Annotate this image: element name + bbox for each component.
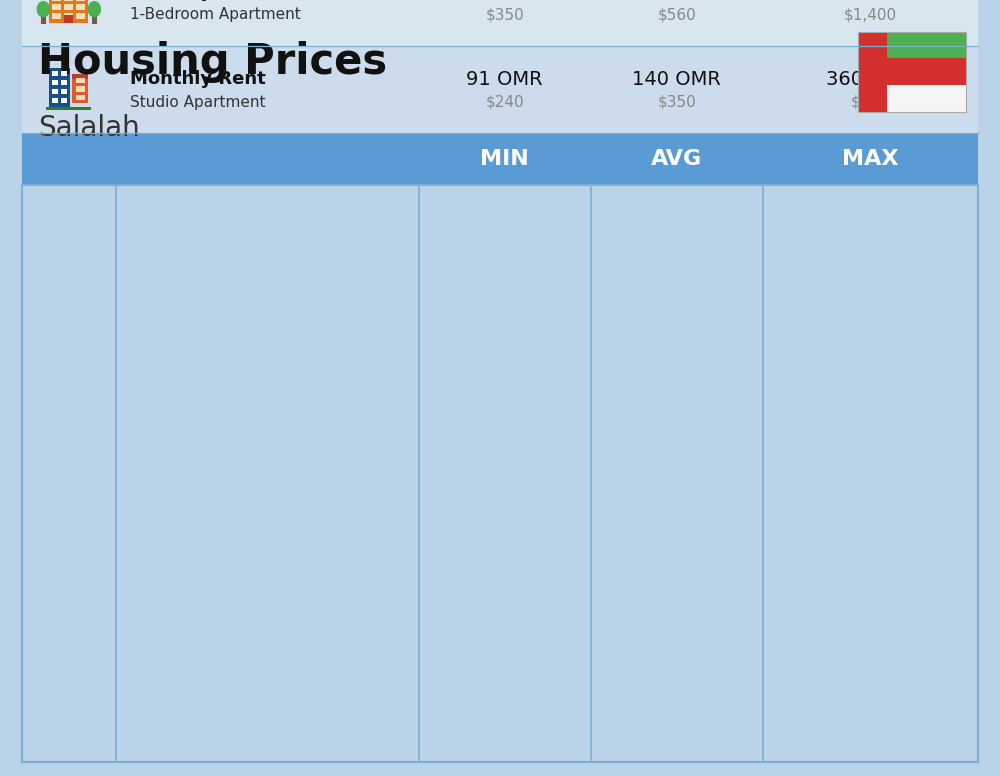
Bar (76, 0, 85, 1)
Bar (46, 107, 91, 110)
Bar (49, 0, 88, 23)
Bar (858, 32, 887, 112)
Bar (887, 58, 966, 85)
Bar (64, 13, 73, 19)
Bar (116, 46, 419, 133)
Bar (61, 71, 67, 76)
Bar (116, 0, 419, 46)
Text: 140 OMR: 140 OMR (632, 70, 721, 88)
Bar (64, 4, 73, 10)
Bar (763, 0, 978, 46)
Bar (52, 98, 58, 102)
Bar (419, 46, 591, 133)
Text: $560: $560 (657, 7, 696, 23)
Ellipse shape (88, 1, 101, 18)
Text: 1-Bedroom Apartment: 1-Bedroom Apartment (130, 7, 300, 23)
Text: 140 OMR: 140 OMR (460, 0, 549, 2)
Bar (72, 74, 88, 78)
Text: 220 OMR: 220 OMR (632, 0, 721, 2)
Bar (52, 71, 58, 76)
Text: 91 OMR: 91 OMR (466, 70, 543, 88)
Bar (64, 0, 73, 1)
Bar (22, 46, 116, 133)
Text: MAX: MAX (842, 149, 899, 169)
Bar (22, 0, 116, 46)
Bar (22, 133, 116, 185)
Bar (887, 32, 966, 58)
Bar (61, 88, 67, 94)
Text: AVG: AVG (651, 149, 702, 169)
Bar (52, 4, 61, 10)
Bar (116, 133, 419, 185)
Text: Housing Prices: Housing Prices (38, 41, 387, 83)
Bar (64, 15, 73, 23)
Text: $940: $940 (851, 95, 890, 109)
Bar (887, 85, 966, 112)
Bar (763, 133, 978, 185)
Bar (52, 13, 61, 19)
Bar (591, 46, 763, 133)
Text: 540 OMR: 540 OMR (826, 0, 915, 2)
Bar (52, 88, 58, 94)
Bar (61, 79, 67, 85)
Bar (61, 98, 67, 102)
Text: $350: $350 (485, 7, 524, 23)
Bar (72, 74, 88, 102)
Bar (76, 86, 85, 92)
Bar (76, 95, 85, 100)
Text: Salalah: Salalah (38, 114, 140, 142)
Ellipse shape (37, 1, 50, 18)
Bar (49, 68, 70, 107)
Text: $350: $350 (657, 95, 696, 109)
Bar (52, 0, 61, 1)
Bar (763, 46, 978, 133)
Text: 360 OMR: 360 OMR (826, 70, 915, 88)
Text: MIN: MIN (480, 149, 529, 169)
Text: Studio Apartment: Studio Apartment (130, 95, 265, 109)
Text: $1,400: $1,400 (844, 7, 897, 23)
Bar (92, 14, 97, 24)
Bar (76, 4, 85, 10)
Bar (419, 133, 591, 185)
Bar (76, 78, 85, 83)
Bar (858, 32, 966, 112)
Text: $240: $240 (485, 95, 524, 109)
Bar (419, 0, 591, 46)
Bar (76, 13, 85, 19)
Bar (41, 14, 46, 24)
Bar (591, 133, 763, 185)
Text: Monthly Rent: Monthly Rent (130, 71, 265, 88)
Bar (22, 185, 978, 762)
Bar (591, 0, 763, 46)
Bar (52, 79, 58, 85)
